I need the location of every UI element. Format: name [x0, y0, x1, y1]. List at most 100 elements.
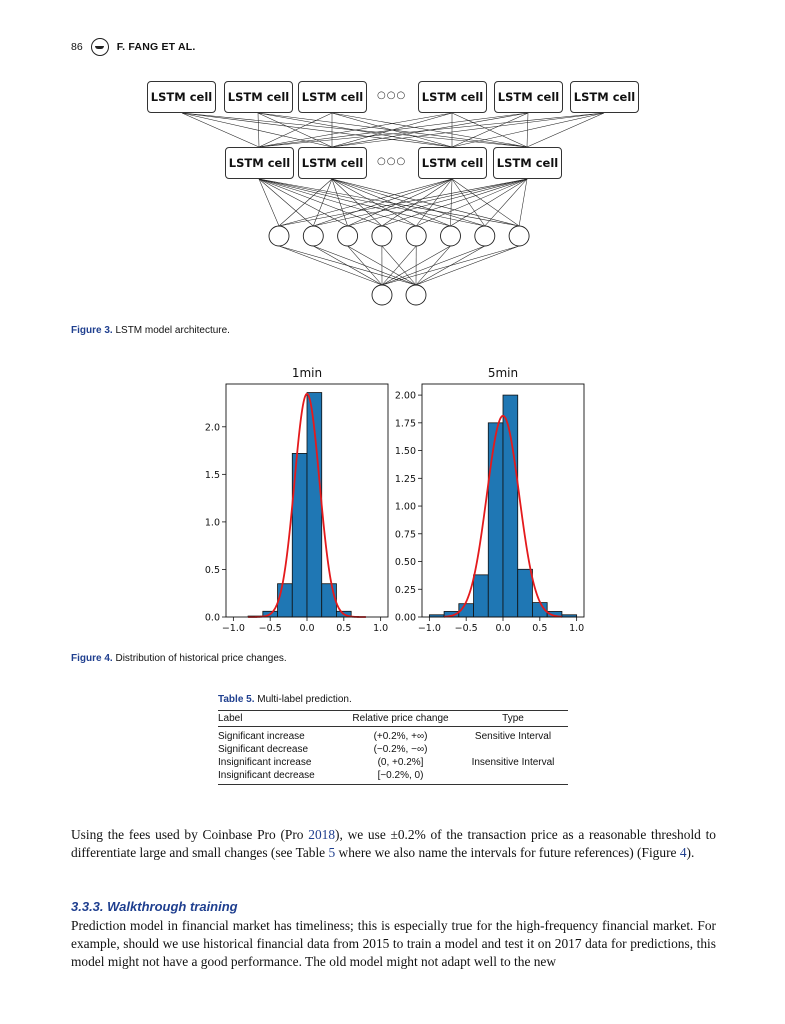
x-tick-label: 1.0: [373, 623, 388, 634]
table-row: Insignificant increase (0, +0.2%] Insens…: [218, 756, 568, 769]
figure-3-caption: Figure 3. LSTM model architecture.: [71, 325, 230, 336]
table-5: Table 5. Multi-label prediction. Label R…: [218, 694, 568, 785]
x-tick-label: 0.5: [532, 623, 547, 634]
cell-label: Insignificant decrease: [218, 769, 343, 785]
cell-label: Significant increase: [218, 731, 305, 742]
running-header: 86 F. FANG ET AL.: [71, 38, 196, 56]
chart-title: 5min: [488, 366, 518, 380]
y-tick-label: 0.25: [395, 585, 416, 596]
cell-range: (+0.2%, +∞): [373, 731, 428, 742]
lstm-cell-top-5: LSTM cell: [494, 81, 563, 113]
cell-label: Insignificant increase: [218, 757, 312, 768]
paragraph-threshold: Using the fees used by Coinbase Pro (Pro…: [71, 826, 716, 862]
y-tick-label: 1.5: [205, 470, 220, 481]
histogram-bar: [487, 422, 504, 618]
hidden-node-8: [508, 225, 530, 247]
cell-type: [458, 769, 568, 785]
table-row: Significant decrease (−0.2%, −∞): [218, 743, 568, 756]
col-header-relative-change: Relative price change: [343, 710, 458, 727]
hidden-node-4: [371, 225, 393, 247]
histogram-bar: [502, 394, 519, 618]
paragraph-text: Using the fees used by Coinbase Pro (Pro: [71, 827, 309, 842]
figure-4-text: Distribution of historical price changes…: [115, 653, 287, 664]
output-node-2: [405, 284, 427, 306]
lstm-cell-top-4: LSTM cell: [418, 81, 487, 113]
table-5-label: Table 5.: [218, 694, 255, 705]
lstm-cell-top-3: LSTM cell: [298, 81, 367, 113]
histogram-bar: [517, 568, 533, 618]
second-row-ellipsis: ○○○: [377, 156, 407, 167]
table-row: Insignificant decrease [−0.2%, 0): [218, 769, 568, 785]
citation-link[interactable]: 2018: [308, 827, 336, 842]
y-tick-label: 1.0: [205, 517, 220, 528]
top-row-ellipsis: ○○○: [377, 90, 407, 101]
x-tick-label: −1.0: [222, 623, 245, 634]
cell-range: (−0.2%, −∞): [373, 744, 428, 755]
table-5-caption: Table 5. Multi-label prediction.: [218, 694, 568, 705]
y-tick-label: 2.0: [205, 422, 220, 433]
lstm-cell-second-1: LSTM cell: [225, 147, 294, 179]
paragraph-text: ), we use ±0.2% of the transaction price…: [71, 827, 717, 860]
cell-range: [−0.2%, 0): [343, 769, 458, 785]
hidden-node-2: [302, 225, 324, 247]
paragraph-walkthrough: Prediction model in financial market has…: [71, 918, 716, 969]
y-tick-label: 1.50: [395, 446, 416, 457]
lstm-cell-top-2: LSTM cell: [224, 81, 293, 113]
histogram-bar: [321, 583, 337, 618]
table-header-row: Label Relative price change Type: [218, 710, 568, 727]
x-tick-label: 0.0: [495, 623, 510, 634]
lstm-cell-top-1: LSTM cell: [147, 81, 216, 113]
output-node-1: [371, 284, 393, 306]
table-row: Significant increase (+0.2%, +∞) Sensiti…: [218, 727, 568, 744]
cell-label: Significant decrease: [218, 744, 309, 755]
cell-type: Sensitive Interval: [474, 731, 552, 742]
histogram-bar: [473, 574, 489, 618]
figure-3-diagram: LSTM cell LSTM cell LSTM cell ○○○ LSTM c…: [0, 0, 785, 320]
lstm-cell-second-4: LSTM cell: [493, 147, 562, 179]
network-edges: [181, 112, 605, 306]
y-tick-label: 1.75: [395, 418, 416, 429]
x-tick-label: 0.0: [299, 623, 314, 634]
page-number: 86: [71, 41, 83, 53]
chart-title: 1min: [292, 366, 322, 380]
section-heading: 3.3.3. Walkthrough training: [71, 899, 238, 914]
y-tick-label: 0.5: [205, 565, 220, 576]
cell-type: [458, 743, 568, 756]
y-tick-label: 0.00: [395, 613, 416, 624]
y-tick-label: 0.50: [395, 557, 416, 568]
figure-3-label: Figure 3.: [71, 325, 113, 336]
x-tick-label: −0.5: [455, 623, 478, 634]
fit-curve: [248, 392, 366, 618]
hidden-node-1: [268, 225, 290, 247]
hidden-node-7: [474, 225, 496, 247]
figure-4-label: Figure 4.: [71, 653, 113, 664]
paragraph-text: where we also name the intervals for fut…: [335, 845, 680, 860]
lstm-cell-second-3: LSTM cell: [418, 147, 487, 179]
cell-type: Insensitive Interval: [471, 757, 555, 768]
table-5-title: Multi-label prediction.: [257, 694, 352, 705]
fit-curve: [444, 414, 562, 618]
paragraph-text: ).: [686, 845, 695, 860]
histogram-5min: 5min −1.0 −0.5 0.0 0.5 1.0 0.00 0.25 0.50 0.75 1.0…: [395, 366, 585, 634]
y-tick-label: 0.75: [395, 529, 416, 540]
x-tick-label: −1.0: [418, 623, 441, 634]
histogram-1min: 1min −1.0 −0.5 0.0 0.5 1.0 0.0 0.5 1.0 1.5 2.0: [205, 366, 389, 634]
hidden-node-6: [440, 225, 461, 247]
x-tick-label: 0.5: [336, 623, 351, 634]
lstm-cell-top-6: LSTM cell: [570, 81, 639, 113]
figure-4-caption: Figure 4. Distribution of historical pri…: [71, 653, 287, 664]
y-tick-label: 1.00: [395, 502, 416, 513]
figure-ref-link[interactable]: 4: [679, 845, 687, 860]
running-authors: F. FANG ET AL.: [116, 41, 196, 53]
journal-logo-icon: [90, 38, 109, 56]
cell-range: (0, +0.2%]: [377, 757, 424, 768]
table-5-grid: Label Relative price change Type Signifi…: [218, 710, 568, 785]
figure-3-text: LSTM model architecture.: [115, 325, 230, 336]
col-header-label: Label: [218, 710, 343, 727]
table-ref-link[interactable]: 5: [328, 845, 336, 860]
y-tick-label: 2.00: [395, 391, 416, 402]
x-tick-label: −0.5: [259, 623, 282, 634]
lstm-cell-second-2: LSTM cell: [298, 147, 367, 179]
hidden-node-3: [337, 225, 359, 247]
y-tick-label: 1.25: [395, 474, 416, 485]
